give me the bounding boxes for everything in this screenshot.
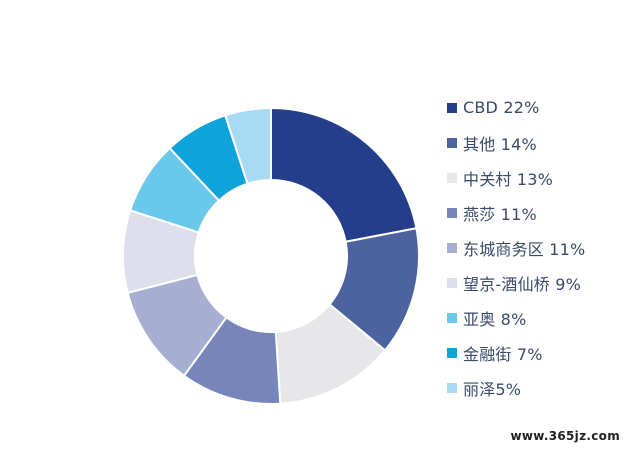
legend-label-wangjing: 望京-酒仙桥 9% (463, 274, 582, 294)
legend-swatch-jinrongjie (447, 347, 457, 358)
legend-label-yansha: 燕莎 11% (463, 204, 537, 224)
legend-swatch-yaao (447, 312, 457, 323)
legend-item-zhongguancun: 中关村 13% (447, 160, 625, 195)
legend-swatch-cbd (447, 102, 457, 113)
legend-item-wangjing: 望京-酒仙桥 9% (447, 265, 625, 300)
legend-item-yansha: 燕莎 11% (447, 195, 625, 230)
legend-item-other: 其他 14% (447, 125, 625, 160)
legend-label-lize: 丽泽5% (463, 379, 522, 399)
legend-item-lize: 丽泽5% (447, 370, 625, 405)
legend-swatch-wangjing (447, 277, 457, 288)
watermark-text: www.365jz.com (510, 429, 620, 443)
legend-label-other: 其他 14% (463, 134, 537, 154)
legend-swatch-dongcheng (447, 242, 457, 253)
legend-swatch-yansha (447, 207, 457, 218)
chart-legend: CBD 22% 其他 14% 中关村 13% 燕莎 11% 东城商务区 11% … (447, 90, 625, 405)
legend-swatch-other (447, 137, 457, 148)
legend-label-dongcheng: 东城商务区 11% (463, 239, 586, 259)
legend-item-cbd: CBD 22% (447, 90, 625, 125)
legend-label-zhongguancun: 中关村 13% (463, 169, 554, 189)
legend-label-cbd: CBD 22% (463, 98, 540, 117)
donut-slice-8 (224, 106, 272, 185)
legend-item-jinrongjie: 金融街 7% (447, 335, 625, 370)
legend-label-jinrongjie: 金融街 7% (463, 344, 543, 364)
donut-slice-0 (270, 106, 418, 243)
legend-swatch-lize (447, 382, 457, 393)
legend-item-dongcheng: 东城商务区 11% (447, 230, 625, 265)
donut-slices (121, 106, 420, 406)
legend-swatch-zhongguancun (447, 172, 457, 183)
legend-label-yaao: 亚奥 8% (463, 309, 527, 329)
legend-item-yaao: 亚奥 8% (447, 300, 625, 335)
